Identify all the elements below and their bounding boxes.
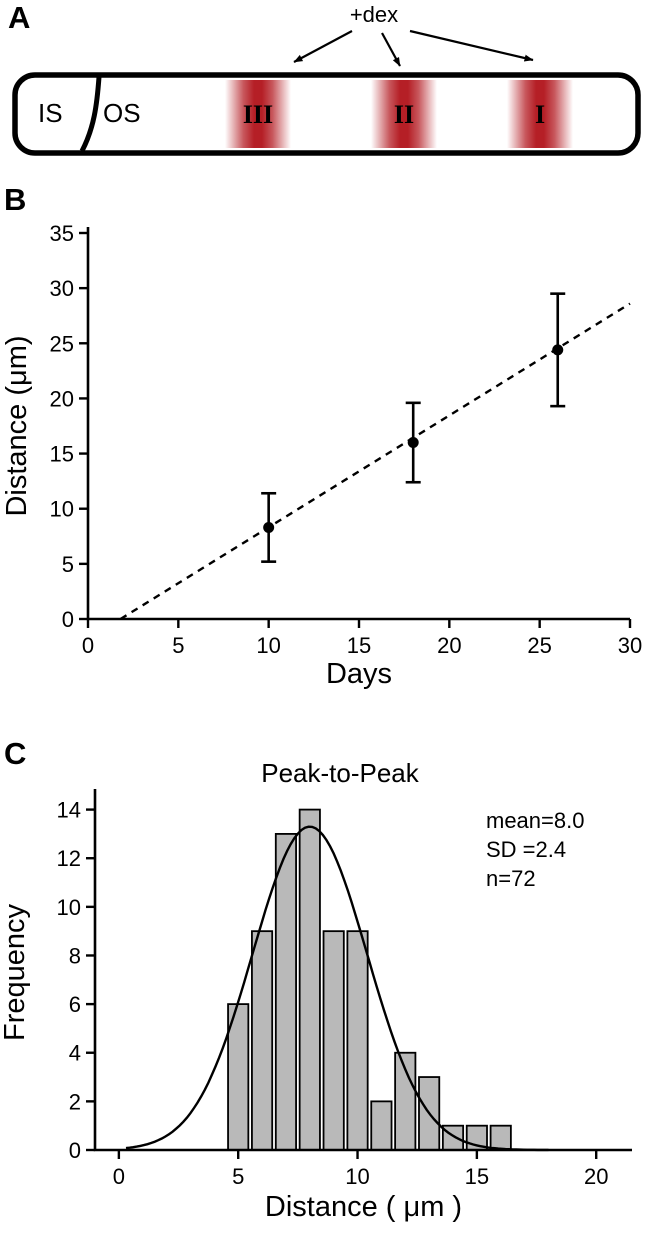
y-axis-title: Frequency <box>0 903 31 1041</box>
is-label: IS <box>38 98 63 128</box>
y-tick-label: 30 <box>50 276 74 301</box>
x-tick-label: 5 <box>172 633 184 658</box>
dex-band <box>507 80 573 148</box>
x-tick-label: 20 <box>584 1164 608 1189</box>
x-tick-label: 5 <box>232 1164 244 1189</box>
y-tick-label: 12 <box>57 846 81 871</box>
histogram-bar <box>489 1124 512 1151</box>
y-tick-label: 15 <box>50 442 74 467</box>
histogram-bar <box>251 930 274 1151</box>
x-axis-title: Days <box>326 658 392 690</box>
x-tick-label: 15 <box>347 633 371 658</box>
dex-band <box>225 80 291 148</box>
panel-c-chart: 0 5 10 15 20 0 2 4 6 8 10 12 14 Peak-to-Peak mean=8.0 S… <box>0 758 632 1223</box>
dex-arrow-middle <box>381 32 401 67</box>
data-point <box>263 521 275 533</box>
y-tick-label: 0 <box>69 1138 81 1163</box>
dex-bands: III II I <box>225 80 573 148</box>
x-tick-label: 0 <box>82 633 94 658</box>
y-tick-label: 10 <box>50 497 74 522</box>
histogram-bar <box>274 833 297 1151</box>
panel-a-label: A <box>8 0 31 35</box>
outer-segment-outline <box>12 72 641 156</box>
y-axis-title: Distance (μm) <box>1 335 33 516</box>
x-axis-title: Distance ( μm ) <box>265 1191 462 1223</box>
x-tick-label: 30 <box>618 633 642 658</box>
y-tick-label: 35 <box>50 221 74 246</box>
dex-arrow-right <box>409 29 534 62</box>
is-os-divider <box>79 76 102 153</box>
y-tick-label: 4 <box>69 1041 81 1066</box>
data-point <box>407 437 419 449</box>
axes <box>86 227 630 621</box>
y-tick-label: 8 <box>69 943 81 968</box>
y-tick-label: 25 <box>50 331 74 356</box>
x-tick-label: 10 <box>345 1164 369 1189</box>
y-tick-label: 14 <box>57 798 81 823</box>
gaussian-fit-curve <box>125 825 549 1152</box>
chart-title: Peak-to-Peak <box>261 758 420 788</box>
y-tick-label: 0 <box>62 607 74 632</box>
y-tick-label: 6 <box>69 992 81 1017</box>
dex-band-label: III <box>243 100 273 129</box>
histogram-bar <box>322 930 345 1151</box>
histogram-bar <box>370 1100 393 1151</box>
dex-band-label: II <box>394 100 414 129</box>
histogram-bar <box>346 930 369 1151</box>
x-tick-label: 25 <box>527 633 551 658</box>
panel-b-label: B <box>4 182 27 217</box>
panel-b-chart: 0 5 10 15 20 25 30 0 5 10 15 20 25 30 35 Days Distance (… <box>1 221 642 690</box>
dex-label: +dex <box>350 2 398 27</box>
annotation-line: mean=8.0 <box>486 808 584 833</box>
panel-c-label: C <box>4 736 27 771</box>
dex-arrows <box>293 29 534 67</box>
panel-a-diagram: +dex III II I IS OS <box>12 2 641 156</box>
annotation-line: SD =2.4 <box>486 837 566 862</box>
x-tick-label: 0 <box>113 1164 125 1189</box>
x-tick-label: 20 <box>437 633 461 658</box>
histogram-bar <box>298 808 321 1151</box>
y-tick-label: 5 <box>62 552 74 577</box>
os-label: OS <box>103 98 141 128</box>
y-tick-label: 10 <box>57 895 81 920</box>
fit-line <box>119 302 631 621</box>
x-tick-label: 15 <box>465 1164 489 1189</box>
dex-band-label: I <box>535 100 545 129</box>
data-point <box>552 344 564 356</box>
annotation-line: n=72 <box>486 866 536 891</box>
x-tick-label: 10 <box>256 633 280 658</box>
y-tick-label: 2 <box>69 1089 81 1114</box>
dex-arrow-left <box>293 30 353 63</box>
y-tick-label: 20 <box>50 386 74 411</box>
dex-band <box>371 80 437 148</box>
